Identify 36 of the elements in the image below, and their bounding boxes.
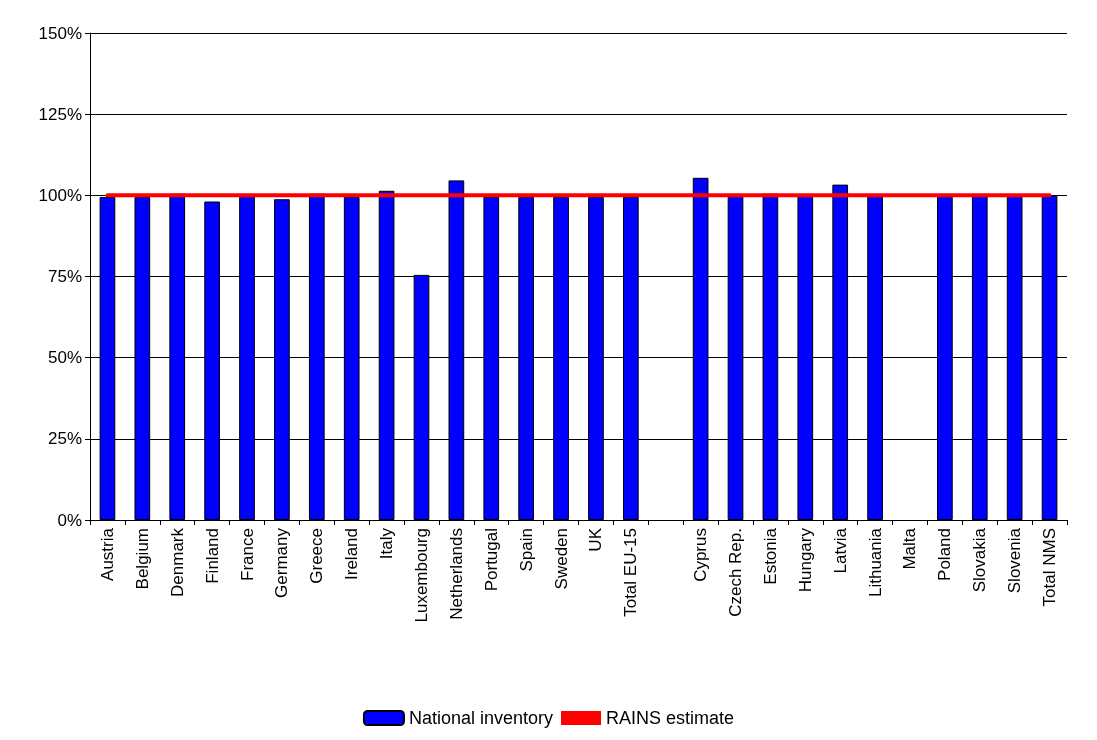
x-tick-label: Greece xyxy=(307,528,327,584)
x-tick-label: Hungary xyxy=(795,527,815,593)
x-tick-label: Malta xyxy=(900,527,920,570)
x-tick-label: Netherlands xyxy=(446,528,466,620)
x-tick-label: Latvia xyxy=(830,527,850,574)
x-tick-label: Total NMS xyxy=(1040,528,1060,607)
x-tick-label: Sweden xyxy=(551,528,571,590)
x-tick-label: Estonia xyxy=(760,527,780,585)
y-tick-label: 150% xyxy=(38,23,82,43)
y-tick-label: 75% xyxy=(47,267,82,286)
x-tick-label: Denmark xyxy=(167,527,187,597)
y-tick-label: 50% xyxy=(47,348,82,368)
x-tick-label: Slovakia xyxy=(970,527,990,593)
x-tick-label: Czech Rep. xyxy=(726,528,746,617)
x-tick-label: UK xyxy=(586,527,606,552)
x-tick-label: Austria xyxy=(97,527,117,581)
y-tick-label: 25% xyxy=(47,429,82,449)
x-tick-label: Cyprus xyxy=(691,528,711,582)
legend-label: RAINS estimate xyxy=(606,708,735,728)
x-tick-label: Total EU-15 xyxy=(621,528,641,617)
x-tick-label: France xyxy=(237,528,257,581)
x-tick-label: Finland xyxy=(202,528,222,584)
x-tick-label: Belgium xyxy=(132,528,152,590)
x-tick-label: Germany xyxy=(272,527,292,598)
x-tick-label: Spain xyxy=(516,528,536,572)
x-tick-label: Portugal xyxy=(481,528,501,592)
y-tick-label: 125% xyxy=(38,104,82,124)
x-tick-label: Luxembourg xyxy=(411,528,431,623)
x-tick-label: Lithuania xyxy=(865,527,885,598)
x-tick-label: Slovenia xyxy=(1005,527,1025,594)
y-tick-label: 100% xyxy=(38,185,82,205)
legend-label: National inventory xyxy=(408,708,554,728)
x-tick-label: Italy xyxy=(377,527,397,560)
x-tick-label: Poland xyxy=(935,528,955,581)
x-tick-label: Ireland xyxy=(342,528,362,580)
y-tick-label: 0% xyxy=(57,510,82,530)
